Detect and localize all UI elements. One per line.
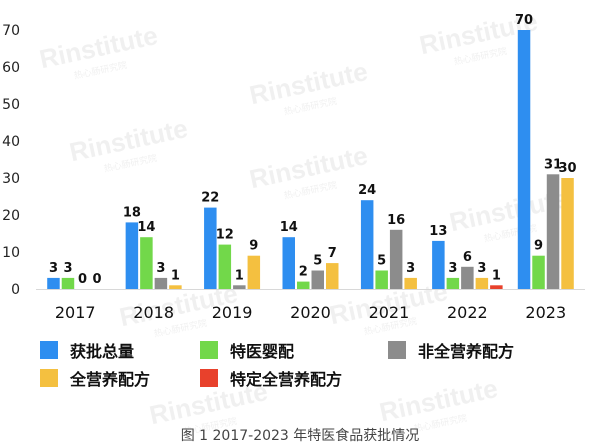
legend-item-total: 获批总量 xyxy=(40,338,134,362)
data-label: 9 xyxy=(534,239,543,254)
bar-2017-0 xyxy=(47,277,60,289)
data-label: 6 xyxy=(463,250,472,265)
data-label: 1 xyxy=(171,268,180,283)
legend-label: 特医婴配 xyxy=(230,342,295,361)
legend-label: 获批总量 xyxy=(70,342,135,361)
data-label: 31 xyxy=(544,157,562,172)
data-label: 3 xyxy=(406,261,415,276)
bar-2021-3 xyxy=(404,277,417,289)
x-tick-label: 2023 xyxy=(525,303,566,322)
x-tick-label: 2019 xyxy=(212,303,253,322)
bar-2020-3 xyxy=(326,263,339,289)
data-label: 30 xyxy=(558,161,576,176)
x-tick-label: 2022 xyxy=(447,303,488,322)
data-label: 3 xyxy=(448,261,457,276)
bar-2023-3 xyxy=(561,178,574,289)
bar-2021-1 xyxy=(375,270,388,289)
x-tick-label: 2021 xyxy=(369,303,410,322)
bar-2022-4 xyxy=(490,285,503,289)
bar-2023-0 xyxy=(517,30,531,289)
legend-label: 全营养配方 xyxy=(70,370,151,389)
bar-2023-2 xyxy=(546,174,560,289)
x-tick-label: 2020 xyxy=(290,303,331,322)
bar-2022-1 xyxy=(446,277,460,289)
legend-label: 特定全营养配方 xyxy=(230,370,343,389)
data-label: 70 xyxy=(515,13,533,28)
bar-2022-3 xyxy=(475,277,489,289)
bar-2022-0 xyxy=(432,240,445,289)
legend-item-non-full: 非全营养配方 xyxy=(388,338,514,362)
data-label: 14 xyxy=(137,220,155,235)
data-label: 13 xyxy=(429,224,447,239)
data-label: 14 xyxy=(280,220,298,235)
bar-2019-3 xyxy=(247,255,261,289)
bar-2018-3 xyxy=(169,285,182,289)
bar-2020-0 xyxy=(282,237,295,289)
x-tick-label: 2017 xyxy=(55,303,96,322)
data-label: 3 xyxy=(477,261,486,276)
legend-item-full: 全营养配方 xyxy=(40,366,150,390)
bar-2021-2 xyxy=(389,229,403,289)
y-tick-label: 30 xyxy=(2,171,20,187)
data-label: 1 xyxy=(235,268,244,283)
data-label: 2 xyxy=(299,265,308,280)
y-tick-label: 60 xyxy=(2,60,20,76)
legend-item-infant: 特医婴配 xyxy=(200,338,294,362)
data-label: 9 xyxy=(249,239,258,254)
legend-item-specific: 特定全营养配方 xyxy=(200,366,342,390)
bar-2022-2 xyxy=(461,266,474,289)
data-label: 7 xyxy=(328,246,337,261)
data-label: 16 xyxy=(387,213,405,228)
legend-label: 非全营养配方 xyxy=(418,342,515,361)
data-label: 5 xyxy=(313,254,322,269)
legend-swatch xyxy=(40,341,58,359)
figure-caption: 图 1 2017-2023 年特医食品获批情况 xyxy=(180,428,420,444)
bar-2019-2 xyxy=(233,285,246,289)
y-tick-label: 20 xyxy=(2,208,20,224)
data-label: 1 xyxy=(492,268,501,283)
bar-2021-0 xyxy=(360,200,374,289)
legend: 获批总量 特医婴配 非全营养配方 全营养配方 特定全营养配方 xyxy=(40,330,600,400)
y-tick-label: 50 xyxy=(2,97,20,113)
y-tick-label: 0 xyxy=(11,282,20,298)
data-label: 12 xyxy=(216,228,234,243)
data-label: 3 xyxy=(156,261,165,276)
legend-swatch xyxy=(200,341,218,359)
y-tick-label: 10 xyxy=(2,245,20,261)
data-label: 0 xyxy=(78,272,87,287)
legend-swatch xyxy=(388,341,406,359)
data-label: 3 xyxy=(49,261,58,276)
data-label: 5 xyxy=(377,254,386,269)
bar-2023-1 xyxy=(532,255,545,289)
bar-2018-0 xyxy=(125,222,139,289)
data-label: 3 xyxy=(63,261,72,276)
legend-swatch xyxy=(200,369,218,387)
bar-2020-2 xyxy=(311,270,324,289)
bar-2020-1 xyxy=(297,281,310,289)
y-tick-label: 70 xyxy=(2,23,20,39)
bar-2019-1 xyxy=(218,244,232,289)
data-label: 24 xyxy=(358,183,376,198)
data-label: 0 xyxy=(92,272,101,287)
x-tick-label: 2018 xyxy=(133,303,174,322)
y-tick-label: 40 xyxy=(2,134,20,150)
bar-2018-1 xyxy=(140,237,153,289)
legend-swatch xyxy=(40,369,58,387)
bar-2019-0 xyxy=(204,207,217,289)
bar-2018-2 xyxy=(154,277,168,289)
bar-2017-1 xyxy=(61,277,75,289)
data-label: 18 xyxy=(123,205,141,220)
data-label: 22 xyxy=(201,191,219,206)
